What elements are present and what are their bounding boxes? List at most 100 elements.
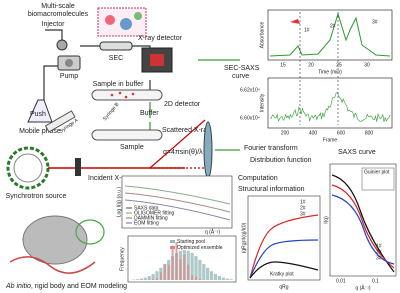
tick-label: 20 [308,62,314,68]
hist-bar [171,245,174,280]
protein-chain [9,256,96,274]
label: X-ray detector [138,35,183,42]
legend-label: 1# [376,243,382,249]
tube [43,65,60,100]
capillary [91,89,163,101]
peak-label: 2# [330,23,336,29]
legend-swatch [170,240,175,243]
hist-bar [221,277,225,280]
label: Incident X-ray [88,175,132,182]
particle [124,95,128,99]
saxs-trace [269,92,391,122]
label: Distribution function [250,157,312,164]
hist-bar [155,271,159,280]
hist-bar [187,264,190,280]
label: curve [232,73,249,80]
hist-bar [147,276,151,280]
hist-bar [143,277,147,280]
fit-curve [124,192,231,213]
axis-label: Intensity [259,93,265,112]
label: Fourier transform [244,145,298,152]
tick-label: 6.62x10⁴ [240,87,260,93]
peak-label: 1# [304,27,310,33]
axis-label: Absorbance [259,21,265,48]
label: Sample [120,144,144,151]
chart-frame [267,9,393,61]
axis-label: q (Å⁻¹) [205,228,220,235]
hist-bar [190,252,194,280]
tick-label: 0.1 [372,278,379,284]
legend-label: OLIGOMER fitting [134,210,175,216]
label: Scattered X-ray [162,127,211,134]
tube [45,29,63,40]
panel-title: Kratky plot [270,271,294,277]
particle [110,93,114,97]
tick-label: 6.60x10⁴ [240,115,260,121]
saxs-curve [331,184,395,269]
label: Computation [238,175,278,182]
caption: Ab initio, rigid body and EOM modeling [5,283,127,290]
tick-label: 200 [281,130,290,136]
hist-bar [163,264,166,280]
hist-bar [175,242,178,280]
syringe [44,110,76,133]
injector [56,39,68,51]
tick-label: 30 [364,62,370,68]
hist-bar [159,272,162,280]
fit-curve [124,185,231,205]
hist-bar [156,278,158,280]
axis-label: q (Å⁻¹) [355,284,370,291]
hist-bar [213,273,218,280]
kratky-curve [249,261,319,279]
particle [118,91,122,95]
tick-label: 800 [365,130,374,136]
icon [290,19,300,24]
label: Push [30,111,46,118]
kratky-curve [249,214,319,279]
label: SAXS curve [338,149,376,156]
flow-lines [43,29,151,100]
particle [131,92,135,96]
label: Pump [60,73,78,80]
molecule [134,12,142,20]
scattered-beam [149,119,206,169]
detector-plate [203,121,213,179]
hist-bar [210,271,214,280]
synchrotron-inner [13,153,43,183]
hist-bar [151,273,155,280]
axis-label: Time (min) [318,69,342,75]
hist-bar [206,267,210,280]
legend-label: SAXS data [134,205,159,211]
hist-bar [195,276,197,280]
hist-bar [217,276,221,280]
saxs-curve [331,174,395,273]
histogram-bars [132,242,233,280]
saxs-curve [331,194,395,265]
legend-label: Starting pool [177,239,205,245]
hist-bar [198,278,201,280]
pump-wheel [65,59,73,67]
hist-bar [152,278,155,280]
hist-bar [229,279,233,280]
hist-bar [167,264,170,280]
legend-swatch [170,246,175,249]
label: biomacromolecules [28,11,89,18]
label: Sample in buffer [93,81,145,88]
tick-label: 400 [309,130,318,136]
slit [75,158,81,176]
legend-label: DAMMIN fitting [134,215,168,221]
axis-label: qRg [279,284,288,290]
hist-bar [179,259,182,280]
label: 2D detector [164,101,201,108]
label: SEC [109,55,123,62]
kratky-curve [249,239,319,279]
label: q=4πsin(θ)/λ [163,149,203,156]
detector-face [150,54,164,66]
legend-label: Optimized ensemble [177,245,223,251]
axis-label: I(q) [323,216,329,224]
molecule [120,18,132,30]
legend-label: 2# [300,205,306,211]
tick-label: 600 [337,130,346,136]
label: SEC-SAXS [224,65,260,72]
